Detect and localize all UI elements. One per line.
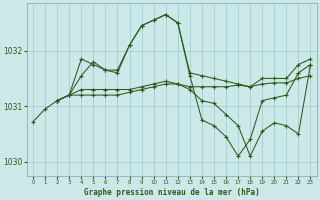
X-axis label: Graphe pression niveau de la mer (hPa): Graphe pression niveau de la mer (hPa) (84, 188, 260, 197)
